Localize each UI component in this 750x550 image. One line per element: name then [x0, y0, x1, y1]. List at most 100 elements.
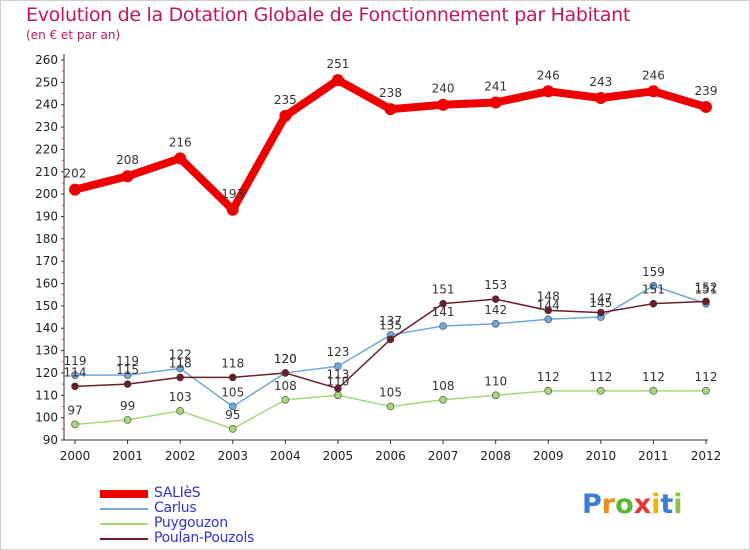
x-tick-label: 2011: [638, 449, 669, 463]
data-point: [491, 391, 500, 400]
data-label: 145: [589, 296, 612, 310]
data-label: 135: [379, 318, 402, 332]
y-tick-label: 250: [35, 75, 58, 89]
data-label: 153: [484, 278, 507, 292]
data-label: 243: [589, 75, 612, 89]
legend-swatch: [100, 538, 148, 540]
data-label: 238: [379, 86, 402, 100]
legend-label: Poulan-Pouzols: [154, 530, 255, 546]
data-point: [71, 371, 79, 379]
data-point: [491, 319, 500, 328]
y-tick-label: 220: [35, 142, 58, 156]
data-label: 151: [432, 283, 455, 297]
data-label: 119: [116, 354, 139, 368]
data-label: 112: [537, 370, 560, 384]
chart-title: Evolution de la Dotation Globale de Fonc…: [26, 4, 631, 26]
data-point: [228, 402, 237, 411]
data-label: 147: [589, 292, 612, 306]
data-label: 115: [116, 363, 139, 377]
data-point: [386, 335, 395, 344]
x-tick-label: 2009: [533, 449, 564, 463]
legend-item: Carlus: [100, 500, 300, 516]
data-label: 112: [642, 370, 665, 384]
legend-swatch: [100, 508, 148, 510]
data-label: 105: [221, 385, 244, 399]
data-point: [491, 295, 500, 303]
y-tick-label: 130: [35, 344, 58, 358]
legend-item: Poulan-Pouzols: [100, 530, 300, 546]
x-tick-label: 2003: [217, 449, 248, 463]
x-tick-label: 2008: [480, 449, 511, 463]
data-point: [123, 380, 132, 388]
data-point: [69, 183, 81, 196]
y-tick-label: 110: [35, 388, 58, 402]
data-label: 137: [379, 314, 402, 328]
x-tick-label: 2004: [270, 449, 301, 463]
data-point: [437, 98, 450, 111]
data-label: 112: [589, 370, 612, 384]
data-label: 120: [274, 352, 297, 366]
y-tick-label: 260: [35, 53, 58, 67]
data-label: 120: [274, 352, 297, 366]
x-tick-label: 2007: [428, 449, 459, 463]
data-point: [334, 384, 342, 393]
data-point: [176, 407, 184, 415]
data-label: 99: [120, 399, 135, 413]
data-point: [176, 364, 184, 373]
chart-subtitle: (en € et par an): [26, 28, 121, 42]
data-point: [544, 306, 553, 315]
data-label: 235: [274, 93, 297, 107]
data-label: 119: [64, 354, 87, 368]
data-label: 151: [695, 283, 718, 297]
y-tick-label: 150: [35, 299, 58, 313]
data-label: 142: [484, 303, 507, 317]
data-point: [597, 387, 605, 395]
data-label: 112: [695, 370, 718, 384]
data-point: [384, 103, 397, 116]
logo-letter: x: [633, 489, 652, 520]
data-label: 241: [484, 79, 507, 93]
data-label: 141: [432, 305, 455, 319]
data-point: [281, 395, 290, 404]
data-label: 152: [695, 280, 718, 294]
legend-item: SALIèS: [100, 485, 300, 501]
legend-swatch: [100, 490, 148, 498]
data-point: [489, 96, 502, 109]
chart-legend: SALIèS Carlus Puygouzon Poulan-Pouzols: [100, 485, 300, 546]
logo-letter: r: [601, 489, 616, 520]
data-label: 95: [225, 408, 240, 422]
x-tick-label: 2002: [165, 449, 196, 463]
data-point: [334, 391, 342, 400]
data-label: 240: [432, 82, 455, 96]
data-label: 118: [169, 356, 192, 370]
proxiti-logo: Proxiti: [582, 489, 683, 520]
x-tick-label: 2005: [323, 449, 354, 463]
data-point: [71, 420, 79, 429]
data-point: [334, 362, 342, 371]
data-label: 202: [64, 167, 87, 181]
logo-letter: i: [651, 489, 661, 520]
data-point: [281, 369, 290, 377]
data-point: [700, 100, 712, 113]
data-label: 159: [642, 265, 665, 279]
logo-letter: t: [660, 489, 674, 520]
x-tick-label: 2012: [691, 449, 722, 463]
y-tick-label: 240: [35, 98, 58, 112]
legend-label: Puygouzon: [154, 515, 228, 531]
data-point: [594, 92, 607, 104]
data-point: [439, 299, 447, 308]
legend-swatch: [100, 523, 148, 525]
data-label: 110: [484, 374, 507, 388]
data-label: 246: [642, 68, 665, 82]
logo-letter: o: [615, 489, 634, 520]
legend-label: SALIèS: [154, 485, 201, 501]
data-label: 108: [274, 379, 297, 393]
data-point: [174, 152, 187, 165]
data-label: 193: [221, 187, 244, 201]
data-point: [71, 382, 79, 391]
data-point: [649, 281, 658, 290]
data-point: [228, 425, 237, 433]
data-label: 246: [537, 68, 560, 82]
x-tick-label: 2001: [112, 449, 143, 463]
